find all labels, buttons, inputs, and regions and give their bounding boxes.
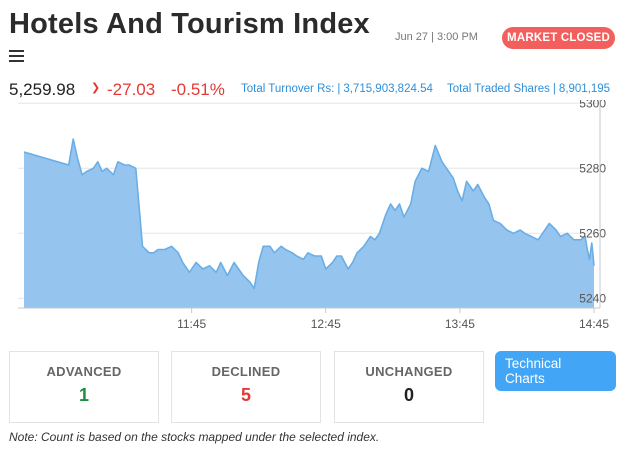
advanced-label: ADVANCED: [46, 364, 122, 379]
price-change-percent: -0.51%: [171, 80, 225, 99]
x-tick-label: 11:45: [177, 317, 206, 331]
shares-value: 8,901,195: [558, 83, 611, 95]
total-turnover: Total Turnover Rs: | 3,715,903,824.54: [241, 83, 433, 95]
index-title: Hotels And Tourism Index: [9, 8, 370, 40]
declined-card: DECLINED 5: [171, 351, 321, 423]
price-change: -27.03: [107, 80, 156, 99]
chevron-down-icon: ❯: [91, 82, 101, 94]
x-tick-label: 14:45: [579, 317, 609, 331]
advanced-count: 1: [78, 385, 89, 405]
declined-label: DECLINED: [211, 364, 281, 379]
y-tick-label: 5240: [579, 291, 606, 305]
y-tick-label: 5300: [579, 100, 606, 110]
advanced-card: ADVANCED 1: [9, 351, 159, 423]
footnote: Note: Count is based on the stocks mappe…: [9, 430, 380, 444]
market-status-badge: MARKET CLOSED: [502, 27, 615, 49]
chart-axes: 5240 5260 5280 5300 11:45 12:45 13:45 14:45: [18, 100, 609, 331]
turnover-label: Total Turnover Rs:: [241, 83, 335, 95]
x-tick-label: 13:45: [445, 317, 475, 331]
technical-charts-button[interactable]: Technical Charts: [495, 351, 616, 391]
chart-plot: [23, 138, 595, 308]
x-tick-label: 12:45: [311, 317, 341, 331]
series-area: [24, 139, 594, 308]
unchanged-count: 0: [403, 385, 414, 405]
y-tick-label: 5280: [579, 161, 606, 175]
turnover-value: 3,715,903,824.54: [343, 83, 433, 95]
shares-label: Total Traded Shares: [447, 83, 550, 95]
index-price: 5,259.98: [9, 80, 76, 99]
declined-count: 5: [240, 385, 251, 405]
technical-charts-line2: Charts: [505, 371, 545, 386]
last-updated-time: Jun 27 | 3:00 PM: [395, 31, 478, 43]
unchanged-card: UNCHANGED 0: [334, 351, 484, 423]
menu-icon[interactable]: [9, 50, 24, 63]
total-traded-shares: Total Traded Shares | 8,901,195: [447, 83, 611, 95]
y-tick-label: 5260: [579, 226, 606, 240]
index-area-chart[interactable]: 5240 5260 5280 5300 11:45 12:45 13:45 14:45: [0, 100, 629, 338]
technical-charts-line1: Technical: [505, 356, 562, 371]
unchanged-label: UNCHANGED: [365, 364, 453, 379]
series-line: [23, 138, 595, 290]
